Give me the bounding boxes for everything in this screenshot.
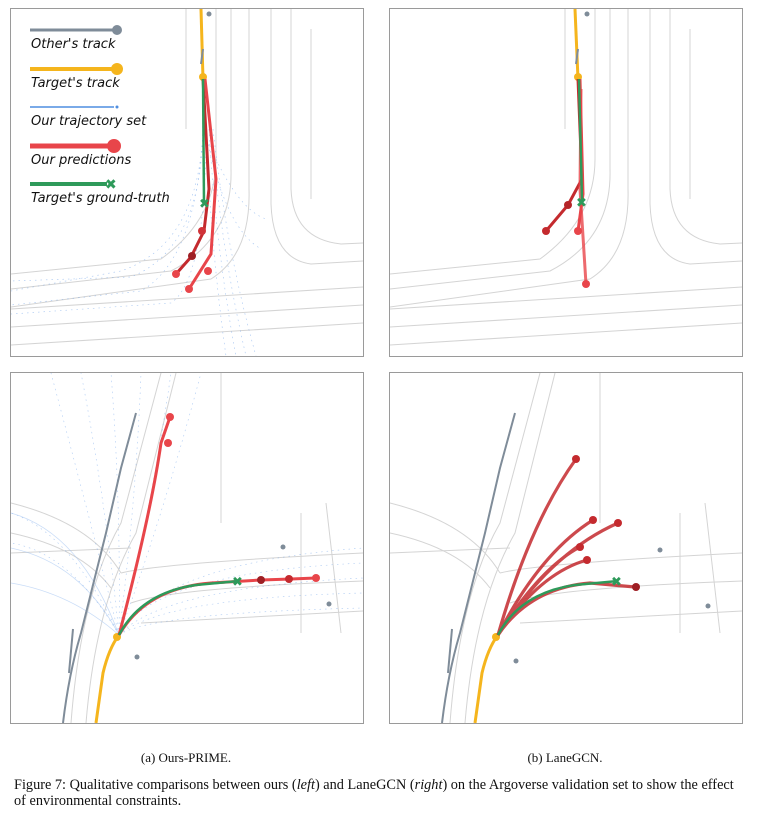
scene-map: ✖ [390,9,742,346]
caption-text: ) and LaneGCN ( [314,777,415,793]
scene-map: ✖ [390,373,742,723]
legend-label: Our trajectory set [31,114,147,129]
legend-label: Target's ground-truth [31,191,170,206]
svg-text:✖: ✖ [199,197,210,212]
subfigure-caption-b: (b) LaneGCN. [527,750,603,765]
legend-label: Our predictions [31,152,132,168]
panel-ours-prime-scene-2: ✖ [10,372,364,724]
svg-text:✖: ✖ [232,575,243,590]
caption-emphasis-left: left [296,777,315,793]
panel-ours-prime-scene-1: ✖ Other's track Target's track Our traje… [10,8,364,357]
subfigure-caption-a: (a) Ours-PRIME. [140,750,232,765]
caption-emphasis-right: right [414,777,443,793]
scene-map: ✖ [11,9,363,356]
svg-text:✖: ✖ [576,196,587,211]
caption-text: ) on the Argoverse validation set to sho… [14,777,734,809]
scene-map: ✖ [11,373,363,723]
panel-lanegcn-scene-1: ✖ [389,8,743,357]
svg-text:✖: ✖ [105,177,117,191]
panel-lanegcn-scene-2: ✖ [389,372,743,724]
legend-label: Other's track [31,37,116,52]
svg-text:✖: ✖ [611,575,622,590]
caption-text: Figure 7: Qualitative comparisons betwee… [14,777,297,793]
figure-caption: Figure 7: Qualitative comparisons betwee… [14,777,742,809]
legend-label: Target's track [31,75,120,91]
